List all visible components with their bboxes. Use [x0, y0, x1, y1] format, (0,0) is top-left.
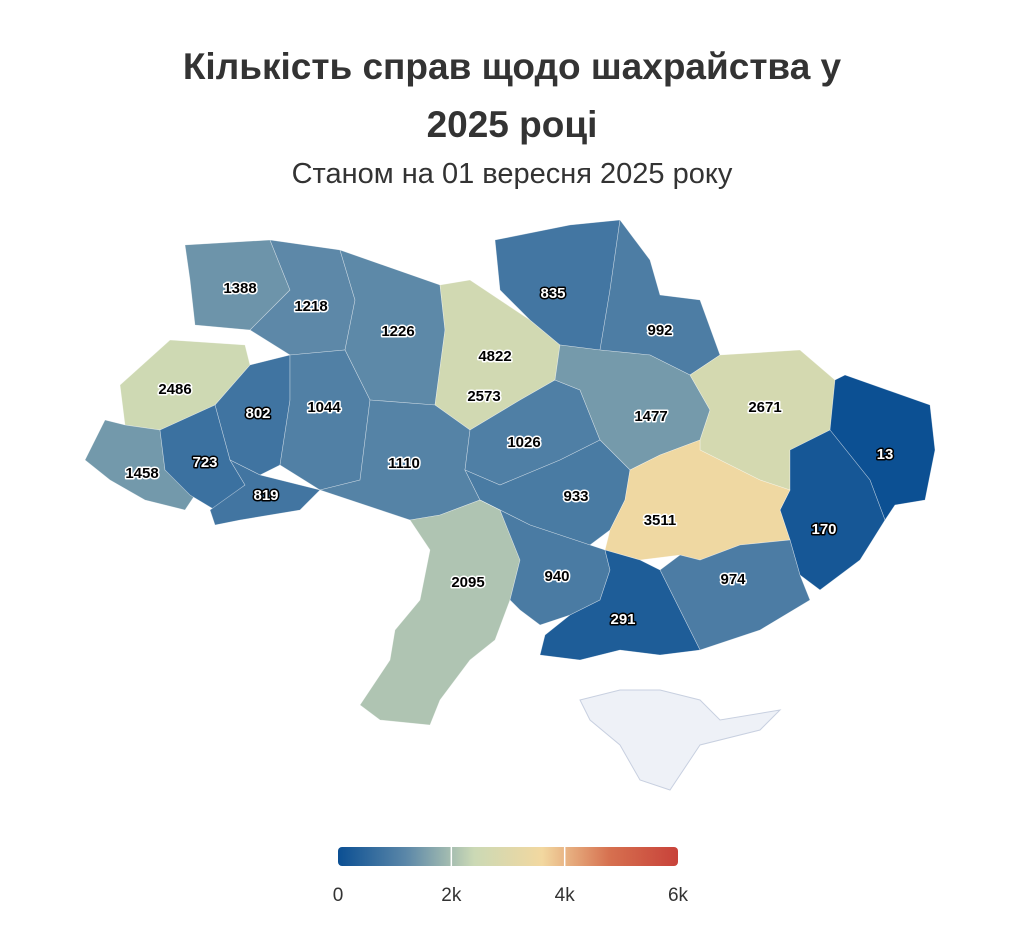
- region-label: 940: [544, 568, 569, 585]
- region-label: 802: [245, 405, 270, 422]
- region-label: 933: [563, 488, 588, 505]
- region-label: 1458: [125, 465, 158, 482]
- region-label: 13: [877, 446, 894, 463]
- region-label: 1026: [507, 434, 540, 451]
- labels: 1388 1218 1226 4822 2573 835 992 2486 802 1044 145…: [124, 278, 895, 629]
- tick-label: 4k: [555, 885, 576, 906]
- region-label: 1218: [294, 298, 327, 315]
- region: [539, 549, 701, 661]
- region-label: 992: [647, 322, 672, 339]
- tick-label: 2k: [441, 885, 462, 906]
- region-label: 819: [253, 487, 278, 504]
- chart-subtitle: Станом на 01 вересня 2025 року: [291, 158, 733, 190]
- crimea: [579, 689, 782, 791]
- region-label: 3511: [644, 512, 677, 529]
- regions: [84, 219, 936, 726]
- region-label: 1477: [634, 408, 667, 425]
- region-label: 723: [192, 454, 217, 471]
- region-label: 170: [811, 521, 836, 538]
- region-label: 1044: [307, 399, 341, 416]
- region-label: 4822: [478, 348, 511, 365]
- region: [359, 499, 521, 726]
- region-label: 835: [540, 285, 565, 302]
- region: [209, 459, 321, 526]
- chart-title: Кількість справ щодо шахрайства у 2025 р…: [182, 46, 842, 145]
- region-label: 1110: [388, 455, 420, 472]
- region-label: 1226: [381, 323, 414, 340]
- region-label: 1388: [223, 280, 256, 297]
- region-label: 2486: [158, 381, 191, 398]
- region-label: 974: [720, 571, 746, 588]
- region-label: 2671: [748, 399, 781, 416]
- region-label: 2573: [467, 388, 500, 405]
- tick-label: 6k: [668, 885, 689, 906]
- color-bar: [338, 847, 678, 866]
- region-label: 2095: [451, 574, 484, 591]
- legend: 0 2k 4k 6k: [333, 847, 689, 906]
- region-label: 291: [610, 611, 635, 628]
- tick-label: 0: [333, 885, 344, 906]
